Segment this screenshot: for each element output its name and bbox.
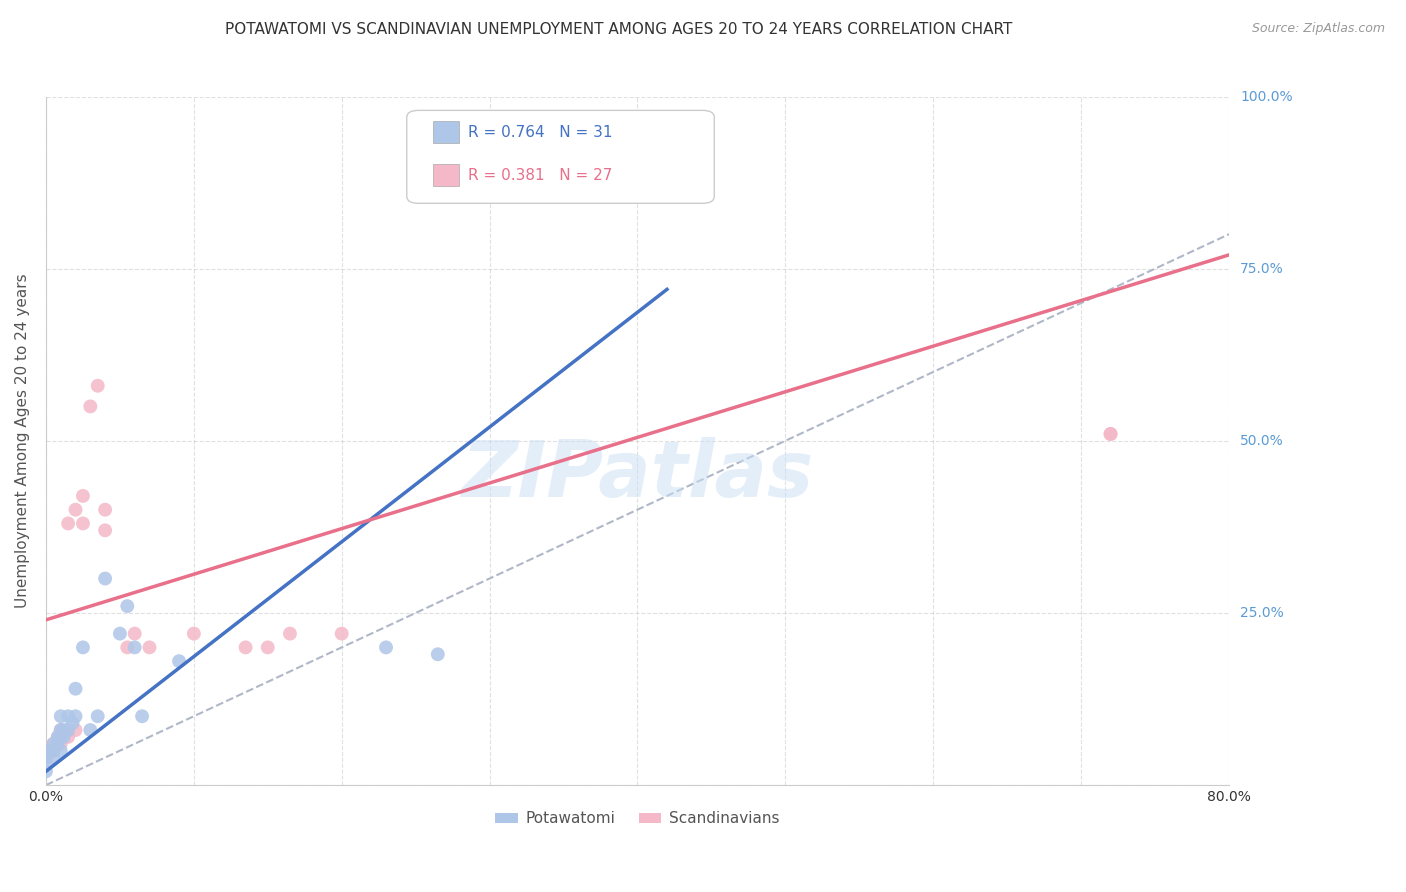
Text: 50.0%: 50.0% [1240,434,1284,448]
FancyBboxPatch shape [433,121,458,144]
Point [42,744,65,758]
Y-axis label: Unemployment Among Ages 20 to 24 years: Unemployment Among Ages 20 to 24 years [15,274,30,608]
Text: 25.0%: 25.0% [1240,606,1284,620]
Point [1099,427,1122,442]
FancyBboxPatch shape [433,164,458,186]
Point [56,730,79,744]
Point [42,750,65,764]
Point [108,626,131,640]
Point [65,723,87,737]
Point [117,640,139,655]
Point [46,737,69,751]
Point [124,640,146,655]
Point [124,626,146,640]
Point [65,502,87,516]
Point [87,709,110,723]
Point [42,744,65,758]
Point [167,654,190,668]
Point [72,489,94,503]
Point [46,730,69,744]
Point [131,709,153,723]
Point [138,640,160,655]
Point [35,757,58,772]
Point [35,744,58,758]
Point [426,647,449,661]
Point [35,764,58,779]
Point [278,626,301,640]
Text: 75.0%: 75.0% [1240,261,1284,276]
Point [330,626,353,640]
Point [375,640,398,655]
Point [183,626,205,640]
Legend: Potawatomi, Scandinavians: Potawatomi, Scandinavians [489,805,786,832]
Point [42,737,65,751]
Point [65,681,87,696]
Point [35,744,58,758]
Point [72,640,94,655]
Point [49,723,72,737]
Point [94,572,117,586]
Point [117,599,139,613]
Point [49,709,72,723]
Text: POTAWATOMI VS SCANDINAVIAN UNEMPLOYMENT AMONG AGES 20 TO 24 YEARS CORRELATION CH: POTAWATOMI VS SCANDINAVIAN UNEMPLOYMENT … [225,22,1012,37]
Point [79,723,101,737]
Point [35,750,58,764]
FancyBboxPatch shape [406,111,714,203]
Point [79,400,101,414]
Point [94,502,117,516]
Point [62,716,84,731]
Point [65,709,87,723]
Point [46,730,69,744]
Text: R = 0.764   N = 31: R = 0.764 N = 31 [468,125,613,140]
Point [49,723,72,737]
Point [256,640,278,655]
Text: ZIPatlas: ZIPatlas [461,437,814,513]
Point [52,730,75,744]
Point [56,516,79,531]
Point [49,744,72,758]
Point [87,378,110,392]
Text: 100.0%: 100.0% [1240,89,1292,103]
Point [35,750,58,764]
Point [42,737,65,751]
Point [49,730,72,744]
Point [56,723,79,737]
Point [94,524,117,538]
Point [1099,427,1122,442]
Point [235,640,257,655]
Point [72,516,94,531]
Text: Source: ZipAtlas.com: Source: ZipAtlas.com [1251,22,1385,36]
Point [52,723,75,737]
Point [49,737,72,751]
Text: R = 0.381   N = 27: R = 0.381 N = 27 [468,168,613,183]
Point [56,709,79,723]
